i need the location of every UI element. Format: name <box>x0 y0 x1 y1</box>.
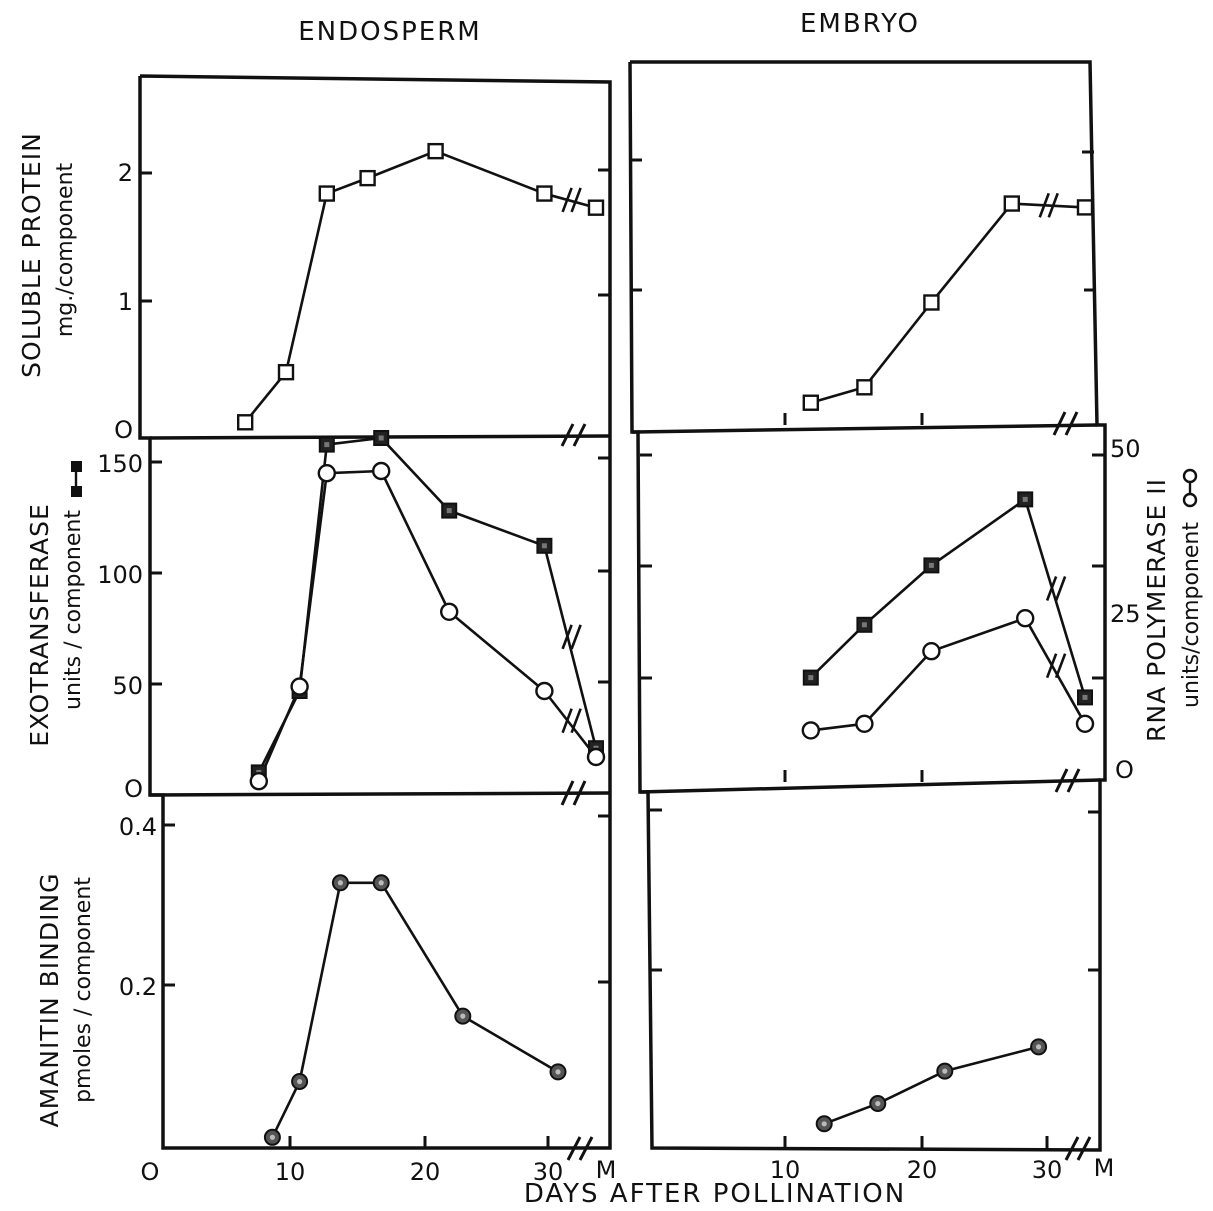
endosperm-soluble-protein-series-1-line <box>244 149 597 424</box>
tick-label-protein-1: 1 <box>118 288 133 316</box>
embryo-soluble-protein-series-1-point-5 <box>1076 199 1094 216</box>
embryo-exotransferase-rna-polymerase-series-1-point-5 <box>1077 689 1093 706</box>
tick-marks <box>140 150 1104 1148</box>
embryo-exotransferase-rna-polymerase-series-2-point-2 <box>855 714 874 733</box>
endosperm-soluble-protein-series-1-point-2 <box>277 363 295 381</box>
embryo-exotransferase-rna-polymerase-series-1-point-1 <box>802 669 819 686</box>
series-markers <box>236 142 1095 1146</box>
yunit-soluble-protein: mg./component <box>53 162 78 337</box>
y-tick-labels: O 1 2 O 50 100 150 0.2 0.4 O 25 50 <box>97 159 1140 1001</box>
xtick-emb-20: 20 <box>907 1156 938 1184</box>
embryo-amanitin-binding-series-1-point-1 <box>815 1115 833 1133</box>
embryo-soluble-protein-series-1-point-4 <box>1003 195 1020 212</box>
endosperm-exotransferase-rna-polymerase-series-1-point-3 <box>318 436 335 453</box>
embryo-soluble-protein-series-1-point-2 <box>856 379 873 396</box>
embryo-amanitin-binding-series-1-line <box>823 1045 1039 1126</box>
endosperm-exotransferase-rna-polymerase-series-2-point-2 <box>290 677 309 696</box>
yunit-amanitin-binding: pmoles / component <box>71 877 96 1103</box>
yunit-exotransferase: units / component <box>61 510 86 710</box>
embryo-amanitin-binding-series-1-point-4 <box>1030 1038 1048 1056</box>
tick-label-protein-2: 2 <box>118 159 133 187</box>
endosperm-frame <box>138 74 612 1150</box>
x-tick-labels: O 10 20 30 M 10 20 30 M <box>141 1154 1115 1186</box>
tick-label-rna-0: O <box>1115 756 1134 784</box>
embryo-soluble-protein-series-1-line <box>810 192 1086 404</box>
tick-label-exo-0: O <box>124 775 143 803</box>
yunit-rna-polymerase: units/component <box>1179 522 1204 708</box>
xtick-emb-m: M <box>1094 1154 1115 1182</box>
tick-label-amanitin-0-4: 0.4 <box>119 813 157 841</box>
endosperm-soluble-protein-series-1-point-6 <box>536 185 553 202</box>
endosperm-exotransferase-rna-polymerase-series-2-point-5 <box>440 602 459 621</box>
tick-label-rna-50: 50 <box>1110 435 1141 463</box>
embryo-amanitin-binding-series-1-point-3 <box>936 1062 954 1080</box>
xtick-endo-m: M <box>596 1156 617 1184</box>
endosperm-amanitin-binding-series-1-point-1 <box>263 1128 281 1146</box>
embryo-exotransferase-rna-polymerase-series-1-point-3 <box>923 557 940 574</box>
embryo-exotransferase-rna-polymerase-series-2-point-3 <box>922 642 941 661</box>
tick-label-rna-25: 25 <box>1110 600 1141 628</box>
endosperm-amanitin-binding-series-1-point-5 <box>454 1007 472 1025</box>
series-lines <box>244 149 1087 1138</box>
tick-label-amanitin-0-2: 0.2 <box>119 973 157 1001</box>
endosperm-amanitin-binding-series-1-point-3 <box>331 874 349 892</box>
embryo-divider-bottom <box>639 778 1101 794</box>
embryo-soluble-protein-series-1-point-3 <box>923 294 940 311</box>
xtick-emb-10: 10 <box>770 1156 801 1184</box>
column-title-endosperm: ENDOSPERM <box>298 17 481 47</box>
x-axis-title: DAYS AFTER POLLINATION <box>524 1179 906 1209</box>
endosperm-soluble-protein-series-1-point-7 <box>587 199 605 216</box>
embryo-exotransferase-rna-polymerase-series-2-line <box>810 616 1087 732</box>
endosperm-exotransferase-rna-polymerase-series-2-point-1 <box>249 772 268 791</box>
tick-label-exo-100: 100 <box>97 561 143 589</box>
rna-polymerase-legend-marker <box>1182 468 1198 508</box>
endosperm-divider-bottom <box>149 791 611 797</box>
ylabel-rna-polymerase: RNA POLYMERASE II <box>1142 478 1171 742</box>
embryo-exotransferase-rna-polymerase-series-1-point-4 <box>1017 491 1034 508</box>
endosperm-exotransferase-rna-polymerase-series-2-point-4 <box>372 461 391 481</box>
endosperm-amanitin-binding-series-1-line <box>271 881 559 1138</box>
endosperm-soluble-protein-series-1-point-1 <box>236 414 254 431</box>
column-title-embryo: EMBRYO <box>800 9 920 39</box>
endosperm-soluble-protein-series-1-point-3 <box>318 185 335 202</box>
endosperm-exotransferase-rna-polymerase-series-2-line <box>257 469 598 782</box>
embryo-soluble-protein-series-1-point-1 <box>802 394 819 411</box>
xtick-endo-20: 20 <box>410 1158 441 1186</box>
ylabel-amanitin-binding: AMANITIN BINDING <box>35 872 64 1127</box>
embryo-exotransferase-rna-polymerase-series-2-point-1 <box>801 721 820 740</box>
tick-label-exo-150: 150 <box>97 450 143 478</box>
ylabel-soluble-protein: SOLUBLE PROTEIN <box>17 132 46 378</box>
endosperm-exotransferase-rna-polymerase-series-2-point-3 <box>317 464 336 483</box>
ylabel-exotransferase: EXOTRANSFERASE <box>25 503 54 747</box>
embryo-frame <box>628 60 1107 1152</box>
embryo-amanitin-binding-series-1-point-2 <box>869 1095 887 1113</box>
panel-frames <box>138 60 1107 1152</box>
endosperm-soluble-protein-series-1-point-4 <box>359 169 376 187</box>
endosperm-exotransferase-rna-polymerase-series-1-point-4 <box>373 430 390 446</box>
exotransferase-legend-marker <box>71 461 82 497</box>
endosperm-amanitin-binding-series-1-point-2 <box>291 1073 309 1091</box>
tick-label-protein-0: O <box>114 416 133 444</box>
xtick-endo-30: 30 <box>533 1158 564 1186</box>
endosperm-exotransferase-rna-polymerase-series-2-point-6 <box>535 681 554 701</box>
embryo-exotransferase-rna-polymerase-series-1-point-2 <box>856 616 873 633</box>
embryo-exotransferase-rna-polymerase-series-2-point-5 <box>1075 714 1095 733</box>
xtick-endo-10: 10 <box>275 1158 306 1186</box>
embryo-divider-top <box>631 423 1098 434</box>
axis-breaks <box>560 411 1092 1161</box>
endosperm-amanitin-binding-series-1-point-4 <box>372 874 390 892</box>
xtick-endo-0: O <box>141 1158 160 1186</box>
endosperm-amanitin-binding-series-1-point-6 <box>549 1063 567 1081</box>
embryo-exotransferase-rna-polymerase-series-1-line <box>809 498 1087 698</box>
tick-label-exo-50: 50 <box>112 672 143 700</box>
endosperm-soluble-protein-series-1-point-5 <box>427 142 444 160</box>
endosperm-exotransferase-rna-polymerase-series-1-point-6 <box>536 537 553 554</box>
endosperm-exotransferase-rna-polymerase-series-2-point-7 <box>586 747 606 767</box>
xtick-emb-30: 30 <box>1032 1156 1063 1184</box>
embryo-exotransferase-rna-polymerase-series-2-point-4 <box>1015 609 1035 628</box>
endosperm-exotransferase-rna-polymerase-series-1-point-5 <box>441 502 458 519</box>
